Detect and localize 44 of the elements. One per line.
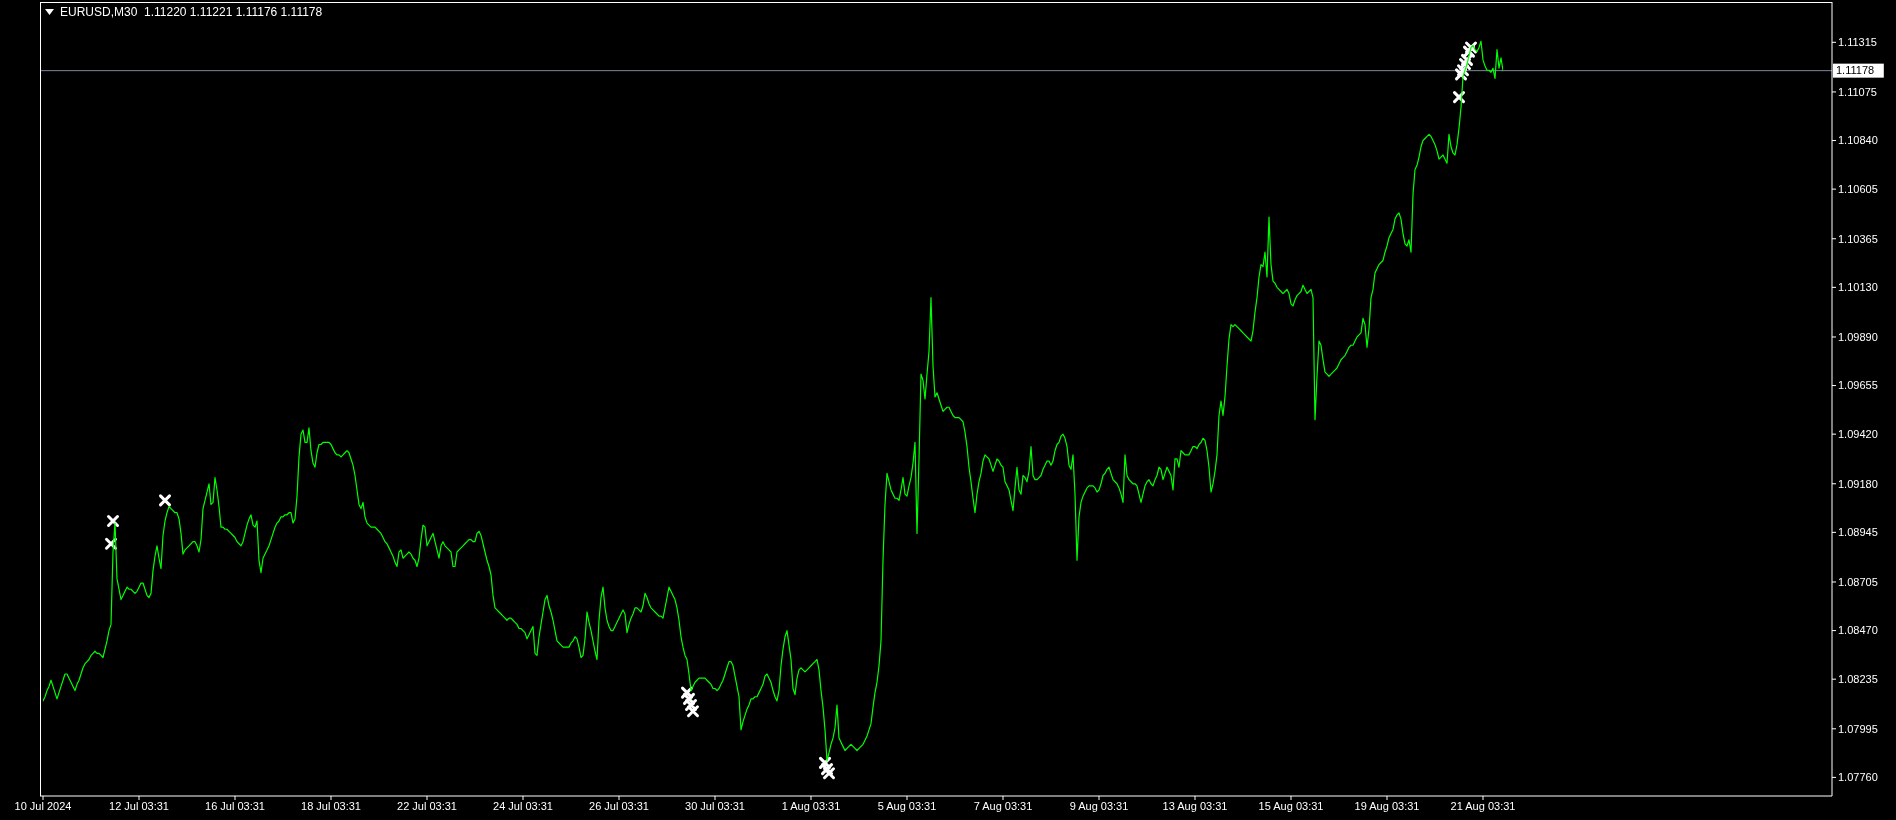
y-tick-label: 1.08470 — [1838, 624, 1878, 637]
y-tick-label: 1.11315 — [1838, 36, 1877, 49]
point — [823, 767, 835, 780]
x-tick-label: 22 Jul 03:31 — [397, 799, 457, 812]
point — [685, 699, 697, 712]
y-tick-label: 1.07760 — [1838, 771, 1878, 784]
ref-line-label: 1.11178 — [1836, 64, 1875, 77]
y-tick-label: 1.08705 — [1838, 575, 1878, 588]
y-tick-label: 1.10365 — [1838, 232, 1878, 245]
x-tick-label: 30 Jul 03:31 — [685, 799, 745, 812]
x-tick-label: 18 Jul 03:31 — [301, 799, 361, 812]
y-tick-label: 1.10130 — [1838, 281, 1878, 294]
x-tick-label: 7 Aug 03:31 — [973, 799, 1033, 812]
y-tick-label: 1.08945 — [1838, 526, 1878, 539]
y-tick-label: 1.07995 — [1838, 722, 1878, 735]
y-tick-label: 1.09420 — [1838, 428, 1878, 441]
x-tick-label: 12 Jul 03:31 — [109, 799, 169, 812]
point — [683, 692, 695, 705]
y-tick-label: 1.09655 — [1838, 379, 1878, 392]
x-tick-label: 1 Aug 03:31 — [781, 799, 841, 812]
x-tick-label: 10 Jul 2024 — [14, 799, 72, 812]
x-tick-label: 13 Aug 03:31 — [1162, 799, 1228, 812]
point — [819, 756, 831, 769]
y-tick-label: 1.09890 — [1838, 330, 1878, 343]
point — [681, 686, 693, 699]
y-tick-label: 1.08235 — [1838, 673, 1878, 686]
line-series — [43, 40, 1503, 762]
point — [821, 763, 833, 776]
x-tick-label: 16 Jul 03:31 — [205, 799, 265, 812]
y-tick-label: 1.09180 — [1838, 477, 1878, 490]
x-tick-label: 9 Aug 03:31 — [1069, 799, 1129, 812]
point — [107, 514, 119, 527]
y-tick-label: 1.11075 — [1838, 85, 1877, 98]
x-tick-label: 24 Jul 03:31 — [493, 799, 553, 812]
chart-title: EURUSD,M30 1.11220 1.11221 1.11176 1.11178 — [60, 5, 323, 19]
point — [687, 705, 699, 718]
x-tick-label: 21 Aug 03:31 — [1450, 799, 1516, 812]
x-tick-label: 26 Jul 03:31 — [589, 799, 649, 812]
y-tick-label: 1.10840 — [1838, 134, 1878, 147]
x-tick-label: 19 Aug 03:31 — [1354, 799, 1420, 812]
point — [159, 494, 171, 507]
x-tick-label: 5 Aug 03:31 — [877, 799, 937, 812]
x-tick-label: 15 Aug 03:31 — [1258, 799, 1324, 812]
y-tick-label: 1.10605 — [1838, 183, 1878, 196]
